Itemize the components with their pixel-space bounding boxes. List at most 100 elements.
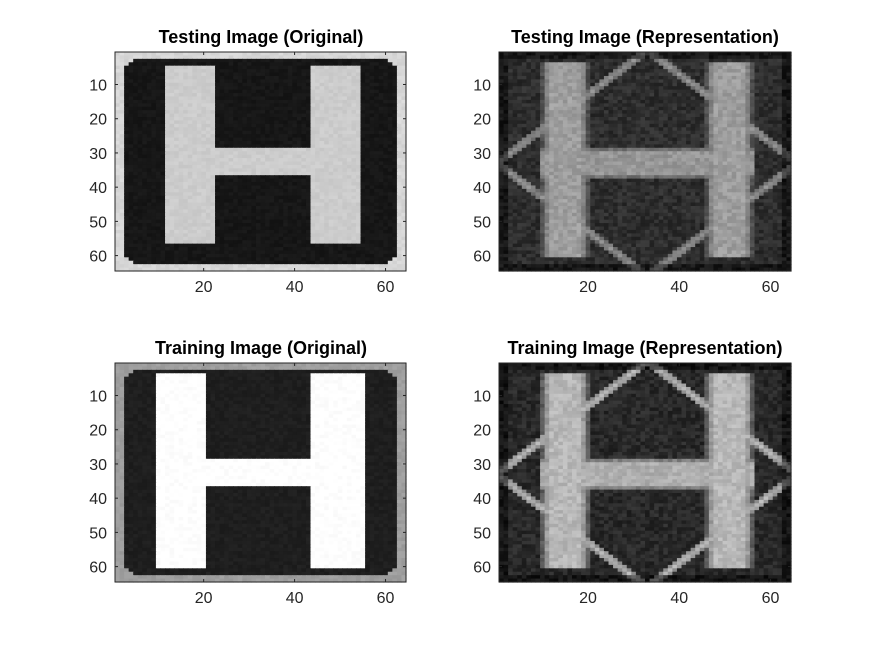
heatmap-cell [265, 182, 270, 186]
heatmap-cell [179, 86, 184, 90]
heatmap-cell [138, 141, 143, 145]
heatmap-cell [270, 144, 275, 148]
heatmap-cell [333, 52, 338, 56]
heatmap-cell [306, 127, 311, 131]
heatmap-cell [274, 107, 279, 111]
heatmap-cell [306, 62, 311, 66]
heatmap-cell [165, 100, 170, 104]
heatmap-cell [301, 148, 306, 152]
heatmap-cell [347, 103, 352, 107]
heatmap-cell [365, 127, 370, 131]
heatmap-cell [120, 155, 125, 159]
heatmap-cell [224, 155, 229, 159]
heatmap-cell [347, 79, 352, 83]
heatmap-cell [265, 165, 270, 169]
heatmap-cell [256, 93, 261, 97]
heatmap-cell [333, 110, 338, 114]
heatmap-cell [351, 69, 356, 73]
heatmap-cell [288, 62, 293, 66]
heatmap-cell [156, 79, 161, 83]
heatmap-cell [288, 131, 293, 135]
heatmap-cell [247, 148, 252, 152]
heatmap-cell [388, 172, 393, 176]
heatmap-cell [370, 120, 375, 124]
heatmap-cell [115, 55, 120, 59]
heatmap-cell [320, 158, 325, 162]
heatmap-cell [388, 73, 393, 77]
heatmap-cell [220, 141, 225, 145]
heatmap-cell [333, 107, 338, 111]
heatmap-cell [383, 83, 388, 87]
heatmap-cell [256, 86, 261, 90]
heatmap-cell [397, 172, 402, 176]
heatmap-cell [261, 66, 266, 70]
heatmap-cell [279, 62, 284, 66]
heatmap-cell [274, 114, 279, 118]
heatmap-cell [274, 162, 279, 166]
heatmap-cell [392, 155, 397, 159]
heatmap-cell [133, 172, 138, 176]
heatmap-cell [283, 165, 288, 169]
heatmap-cell [183, 73, 188, 77]
heatmap-cell [156, 107, 161, 111]
heatmap-cell [379, 73, 384, 77]
heatmap-cell [374, 158, 379, 162]
heatmap-cell [233, 66, 238, 70]
heatmap-cell [229, 86, 234, 90]
heatmap-cell [301, 83, 306, 87]
heatmap-cell [370, 148, 375, 152]
heatmap-cell [356, 117, 361, 121]
heatmap-cell [197, 168, 202, 172]
heatmap-cell [247, 165, 252, 169]
heatmap-cell [174, 165, 179, 169]
heatmap-cell [338, 83, 343, 87]
heatmap-cell [233, 124, 238, 128]
heatmap-cell [160, 59, 165, 63]
heatmap-cell [124, 110, 129, 114]
heatmap-cell [379, 144, 384, 148]
heatmap-cell [229, 114, 234, 118]
heatmap-cell [351, 103, 356, 107]
heatmap-cell [192, 69, 197, 73]
heatmap-cell [183, 131, 188, 135]
heatmap-cell [383, 127, 388, 131]
heatmap-cell [115, 127, 120, 131]
heatmap-cell [129, 120, 134, 124]
heatmap-cell [383, 107, 388, 111]
heatmap-cell [233, 59, 238, 63]
heatmap-cell [220, 100, 225, 104]
heatmap-cell [397, 69, 402, 73]
heatmap-cell [347, 165, 352, 169]
heatmap-cell [265, 93, 270, 97]
heatmap-cell [165, 141, 170, 145]
heatmap-cell [188, 124, 193, 128]
heatmap-cell [156, 69, 161, 73]
heatmap-cell [270, 138, 275, 142]
heatmap-cell [238, 134, 243, 138]
heatmap-cell [265, 114, 270, 118]
heatmap-cell [292, 117, 297, 121]
heatmap-cell [356, 103, 361, 107]
heatmap-cell [388, 165, 393, 169]
heatmap-cell [201, 155, 206, 159]
heatmap-cell [215, 138, 220, 142]
heatmap-cell [333, 103, 338, 107]
heatmap-cell [242, 179, 247, 183]
heatmap-cell [247, 73, 252, 77]
heatmap-cell [201, 79, 206, 83]
heatmap-cell [206, 182, 211, 186]
heatmap-cell [329, 155, 334, 159]
heatmap-cell [374, 179, 379, 183]
heatmap-cell [160, 131, 165, 135]
heatmap-cell [229, 120, 234, 124]
heatmap-cell [174, 52, 179, 56]
heatmap-cell [247, 114, 252, 118]
heatmap-cell [379, 151, 384, 155]
heatmap-cell [192, 179, 197, 183]
heatmap-cell [342, 69, 347, 73]
heatmap-cell [306, 90, 311, 94]
heatmap-cell [247, 83, 252, 87]
heatmap-cell [188, 90, 193, 94]
heatmap-cell [324, 52, 329, 56]
heatmap-cell [374, 96, 379, 100]
